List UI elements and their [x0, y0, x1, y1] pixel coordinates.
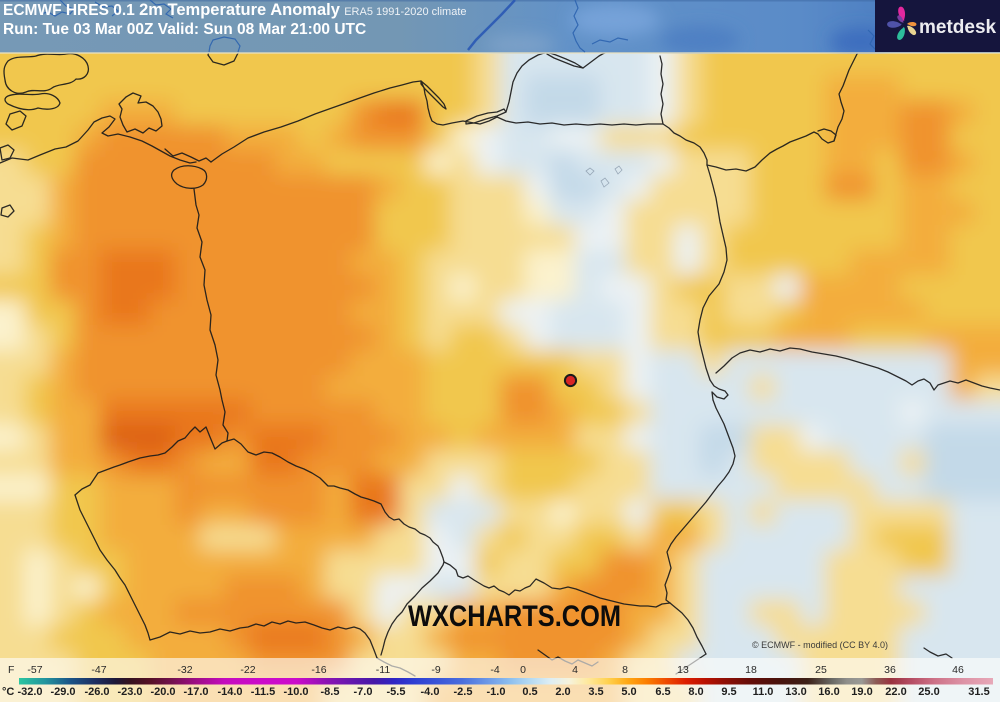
- svg-text:-26.0: -26.0: [84, 686, 109, 698]
- svg-text:-11: -11: [376, 664, 391, 676]
- svg-text:5.0: 5.0: [621, 686, 636, 698]
- svg-text:-16: -16: [311, 664, 326, 676]
- svg-text:9.5: 9.5: [721, 686, 736, 698]
- svg-text:13.0: 13.0: [785, 686, 806, 698]
- svg-text:2.0: 2.0: [555, 686, 570, 698]
- svg-text:25.0: 25.0: [918, 686, 939, 698]
- svg-text:19.0: 19.0: [851, 686, 872, 698]
- svg-text:-1.0: -1.0: [487, 686, 506, 698]
- svg-text:31.5: 31.5: [968, 686, 989, 698]
- svg-text:-9: -9: [431, 664, 440, 676]
- svg-text:6.5: 6.5: [655, 686, 670, 698]
- svg-text:-8.5: -8.5: [321, 686, 340, 698]
- svg-text:-47: -47: [91, 664, 106, 676]
- svg-text:F: F: [8, 664, 14, 676]
- svg-text:°C: °C: [2, 686, 14, 698]
- svg-text:13: 13: [677, 664, 689, 676]
- svg-text:-20.0: -20.0: [150, 686, 175, 698]
- svg-text:-22: -22: [240, 664, 255, 676]
- svg-text:-2.5: -2.5: [454, 686, 473, 698]
- svg-text:-32: -32: [177, 664, 192, 676]
- svg-text:-57: -57: [27, 664, 42, 676]
- svg-text:-4: -4: [490, 664, 499, 676]
- svg-text:-32.0: -32.0: [17, 686, 42, 698]
- svg-text:3.5: 3.5: [588, 686, 603, 698]
- svg-text:-5.5: -5.5: [387, 686, 406, 698]
- svg-text:22.0: 22.0: [885, 686, 906, 698]
- svg-text:WXCHARTS.COM: WXCHARTS.COM: [408, 600, 621, 633]
- svg-text:46: 46: [952, 664, 964, 676]
- svg-text:-10.0: -10.0: [283, 686, 308, 698]
- svg-text:-17.0: -17.0: [183, 686, 208, 698]
- svg-text:36: 36: [884, 664, 896, 676]
- svg-text:4: 4: [572, 664, 578, 676]
- svg-text:© ECMWF - modified (CC BY 4.0): © ECMWF - modified (CC BY 4.0): [752, 640, 888, 650]
- svg-text:16.0: 16.0: [818, 686, 839, 698]
- svg-text:8: 8: [622, 664, 628, 676]
- svg-text:-23.0: -23.0: [117, 686, 142, 698]
- svg-text:metdesk: metdesk: [919, 17, 997, 38]
- svg-text:-11.5: -11.5: [251, 686, 275, 698]
- svg-text:25: 25: [815, 664, 827, 676]
- svg-text:-4.0: -4.0: [421, 686, 440, 698]
- svg-text:8.0: 8.0: [688, 686, 703, 698]
- svg-text:0: 0: [520, 664, 526, 676]
- svg-text:0.5: 0.5: [522, 686, 537, 698]
- svg-text:-29.0: -29.0: [50, 686, 75, 698]
- svg-text:11.0: 11.0: [753, 686, 774, 698]
- svg-text:-14.0: -14.0: [217, 686, 242, 698]
- svg-text:ECMWF HRES 0.1 2m Temperature: ECMWF HRES 0.1 2m Temperature Anomaly ER…: [3, 1, 467, 19]
- svg-text:Run: Tue 03 Mar 00Z Valid: Sun: Run: Tue 03 Mar 00Z Valid: Sun 08 Mar 21…: [3, 21, 366, 38]
- svg-text:-7.0: -7.0: [354, 686, 373, 698]
- svg-text:18: 18: [745, 664, 757, 676]
